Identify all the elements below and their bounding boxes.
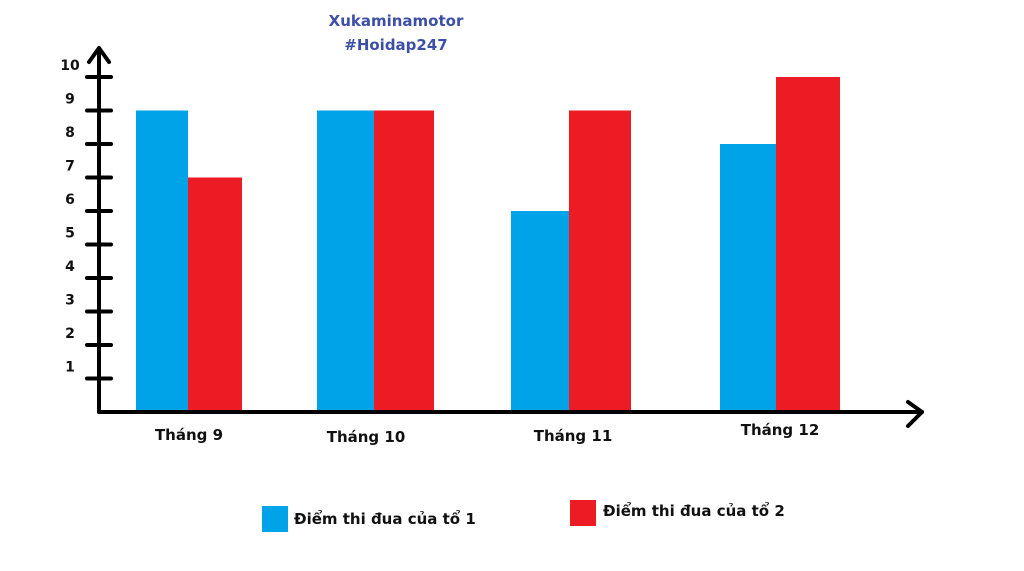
bar-series1-4 xyxy=(720,144,776,412)
y-axis-arrow xyxy=(87,46,111,64)
y-tick-label-5: 5 xyxy=(65,226,75,242)
bar-series2-2 xyxy=(374,110,434,412)
y-tick-label-3: 3 xyxy=(65,293,75,309)
y-tick-label-1: 1 xyxy=(65,360,75,376)
y-tick-label-6: 6 xyxy=(65,192,75,208)
y-tick-label-10: 10 xyxy=(60,58,80,74)
x-category-label-1: Tháng 9 xyxy=(155,426,223,444)
y-tick-label-2: 2 xyxy=(65,326,75,342)
x-labels-group: Tháng 9 Tháng 10 Tháng 11 Tháng 12 xyxy=(155,421,819,446)
y-tick-label-4: 4 xyxy=(65,259,75,275)
legend-label-2: Điểm thi đua của tổ 2 xyxy=(603,501,785,520)
y-tick-label-8: 8 xyxy=(65,125,75,141)
y-ticks-group: 1 2 3 4 5 6 7 8 9 10 xyxy=(60,58,113,381)
chart-title-line-2: #Hoidap247 xyxy=(344,36,447,54)
bar-series2-1 xyxy=(188,177,242,412)
bar-series2-4 xyxy=(776,77,840,412)
legend: Điểm thi đua của tổ 1 Điểm thi đua của tổ… xyxy=(262,500,785,532)
bars-group xyxy=(136,77,840,412)
chart-title-line-1: Xukaminamotor xyxy=(329,12,464,30)
bar-series2-3 xyxy=(569,110,631,412)
x-category-label-4: Tháng 12 xyxy=(741,421,820,439)
y-tick-label-9: 9 xyxy=(65,92,75,108)
bar-series1-3 xyxy=(511,211,569,412)
legend-swatch-2 xyxy=(570,500,596,526)
x-category-label-3: Tháng 11 xyxy=(534,427,613,445)
y-tick-label-7: 7 xyxy=(65,159,75,175)
bar-series1-2 xyxy=(317,110,374,412)
x-category-label-2: Tháng 10 xyxy=(327,428,406,446)
bar-series1-1 xyxy=(136,110,188,412)
legend-swatch-1 xyxy=(262,506,288,532)
legend-label-1: Điểm thi đua của tổ 1 xyxy=(294,509,476,528)
x-axis-arrow xyxy=(906,400,924,428)
